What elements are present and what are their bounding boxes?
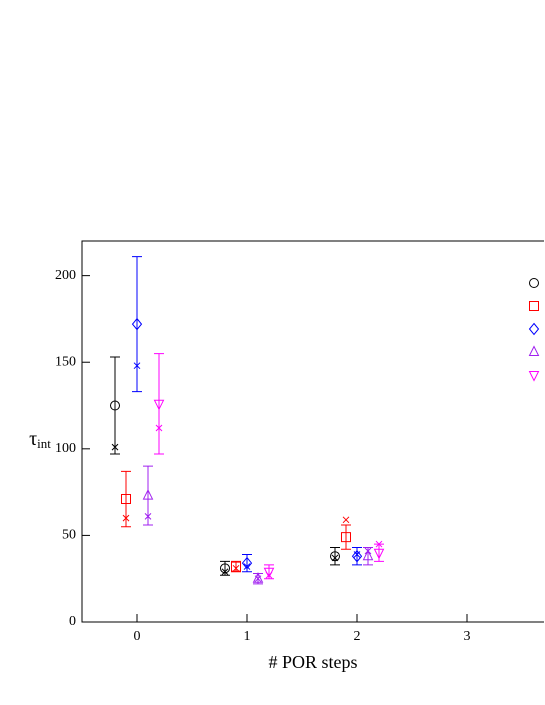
error-bar bbox=[341, 524, 351, 550]
y-tick-label: 0 bbox=[69, 614, 76, 629]
cross-marker bbox=[364, 547, 372, 555]
legend-marker bbox=[528, 322, 540, 336]
cross-marker bbox=[375, 540, 383, 548]
x-tick-label: 3 bbox=[464, 629, 471, 644]
y-axis-label: τint bbox=[29, 428, 51, 451]
cross-marker bbox=[111, 443, 119, 451]
y-tick-label: 150 bbox=[55, 354, 76, 369]
marker bbox=[142, 488, 154, 500]
marker bbox=[373, 548, 385, 560]
cross-marker bbox=[243, 563, 251, 570]
error-bar bbox=[143, 465, 153, 526]
cross-marker bbox=[265, 571, 273, 579]
cross-marker bbox=[144, 513, 152, 520]
y-label-symbol: τ bbox=[29, 428, 37, 450]
error-bar bbox=[231, 560, 241, 573]
y-tick-label: 200 bbox=[55, 268, 76, 283]
cross-marker bbox=[342, 516, 350, 524]
x-tick-label: 0 bbox=[134, 629, 141, 644]
error-bar bbox=[110, 356, 120, 455]
legend-marker bbox=[528, 345, 540, 356]
marker bbox=[131, 317, 143, 331]
legend-marker bbox=[528, 371, 540, 382]
axis-frame bbox=[81, 240, 544, 623]
marker bbox=[153, 399, 165, 411]
marker bbox=[241, 556, 253, 570]
cross-marker bbox=[254, 575, 262, 583]
cross-marker bbox=[353, 551, 361, 558]
cross-marker bbox=[331, 554, 339, 562]
marker bbox=[231, 561, 241, 572]
cross-marker bbox=[232, 564, 240, 572]
marker bbox=[329, 551, 341, 562]
y-tick-label: 100 bbox=[55, 441, 76, 456]
error-bar bbox=[132, 256, 142, 393]
marker bbox=[362, 549, 374, 561]
marker bbox=[252, 572, 264, 583]
marker bbox=[341, 532, 351, 543]
marker bbox=[109, 400, 121, 411]
x-tick-label: 1 bbox=[244, 629, 251, 644]
marker bbox=[121, 494, 131, 505]
legend-marker bbox=[529, 301, 539, 311]
error-bar bbox=[330, 547, 340, 566]
y-label-subscript: int bbox=[37, 436, 51, 451]
marker bbox=[219, 563, 231, 574]
error-bar bbox=[154, 353, 164, 455]
y-tick-label: 50 bbox=[62, 528, 76, 543]
cross-marker bbox=[122, 514, 130, 522]
marker bbox=[351, 549, 363, 563]
x-axis-label: # POR steps bbox=[268, 652, 357, 672]
cross-marker bbox=[221, 568, 229, 576]
legend-marker bbox=[528, 278, 540, 288]
x-tick-label: 2 bbox=[354, 629, 361, 644]
cross-marker bbox=[155, 424, 163, 432]
cross-marker bbox=[133, 362, 141, 370]
